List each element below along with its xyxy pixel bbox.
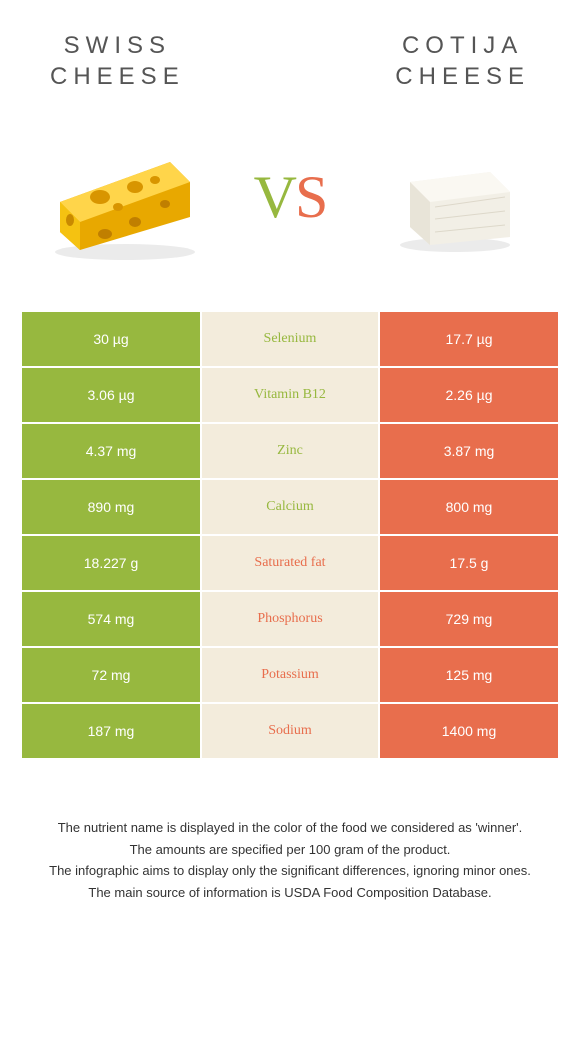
nutrient-name: Calcium [202, 480, 378, 534]
right-value: 17.7 µg [380, 312, 558, 366]
table-row: 4.37 mgZinc3.87 mg [22, 424, 558, 478]
nutrient-name: Sodium [202, 704, 378, 758]
footer-line: The infographic aims to display only the… [20, 861, 560, 881]
vs-s: S [295, 164, 326, 230]
left-value: 574 mg [22, 592, 200, 646]
table-row: 72 mgPotassium125 mg [22, 648, 558, 702]
vs-v: V [254, 164, 295, 230]
cotija-cheese-image [370, 127, 540, 267]
left-value: 30 µg [22, 312, 200, 366]
table-row: 890 mgCalcium800 mg [22, 480, 558, 534]
cotija-cheese-icon [380, 137, 530, 257]
footer-notes: The nutrient name is displayed in the co… [0, 818, 580, 902]
right-value: 729 mg [380, 592, 558, 646]
table-row: 3.06 µgVitamin B122.26 µg [22, 368, 558, 422]
left-value: 4.37 mg [22, 424, 200, 478]
left-value: 187 mg [22, 704, 200, 758]
images-row: VS [0, 112, 580, 312]
nutrient-name: Zinc [202, 424, 378, 478]
right-value: 125 mg [380, 648, 558, 702]
header: SWISSCHEESE COTIJACHEESE [0, 0, 580, 112]
right-value: 800 mg [380, 480, 558, 534]
left-title: SWISSCHEESE [50, 30, 185, 92]
right-value: 2.26 µg [380, 368, 558, 422]
left-value: 18.227 g [22, 536, 200, 590]
swiss-cheese-icon [40, 132, 210, 262]
left-value: 72 mg [22, 648, 200, 702]
left-value: 3.06 µg [22, 368, 200, 422]
right-value: 3.87 mg [380, 424, 558, 478]
left-value: 890 mg [22, 480, 200, 534]
table-row: 574 mgPhosphorus729 mg [22, 592, 558, 646]
nutrient-name: Saturated fat [202, 536, 378, 590]
nutrient-name: Potassium [202, 648, 378, 702]
table-row: 18.227 gSaturated fat17.5 g [22, 536, 558, 590]
nutrient-name: Vitamin B12 [202, 368, 378, 422]
footer-line: The amounts are specified per 100 gram o… [20, 840, 560, 860]
nutrient-name: Phosphorus [202, 592, 378, 646]
table-row: 187 mgSodium1400 mg [22, 704, 558, 758]
right-value: 1400 mg [380, 704, 558, 758]
table-row: 30 µgSelenium17.7 µg [22, 312, 558, 366]
right-value: 17.5 g [380, 536, 558, 590]
nutrient-name: Selenium [202, 312, 378, 366]
nutrient-table: 30 µgSelenium17.7 µg3.06 µgVitamin B122.… [22, 312, 558, 758]
footer-line: The main source of information is USDA F… [20, 883, 560, 903]
swiss-cheese-image [40, 127, 210, 267]
right-title: COTIJACHEESE [395, 30, 530, 92]
footer-line: The nutrient name is displayed in the co… [20, 818, 560, 838]
vs-label: VS [254, 163, 327, 232]
